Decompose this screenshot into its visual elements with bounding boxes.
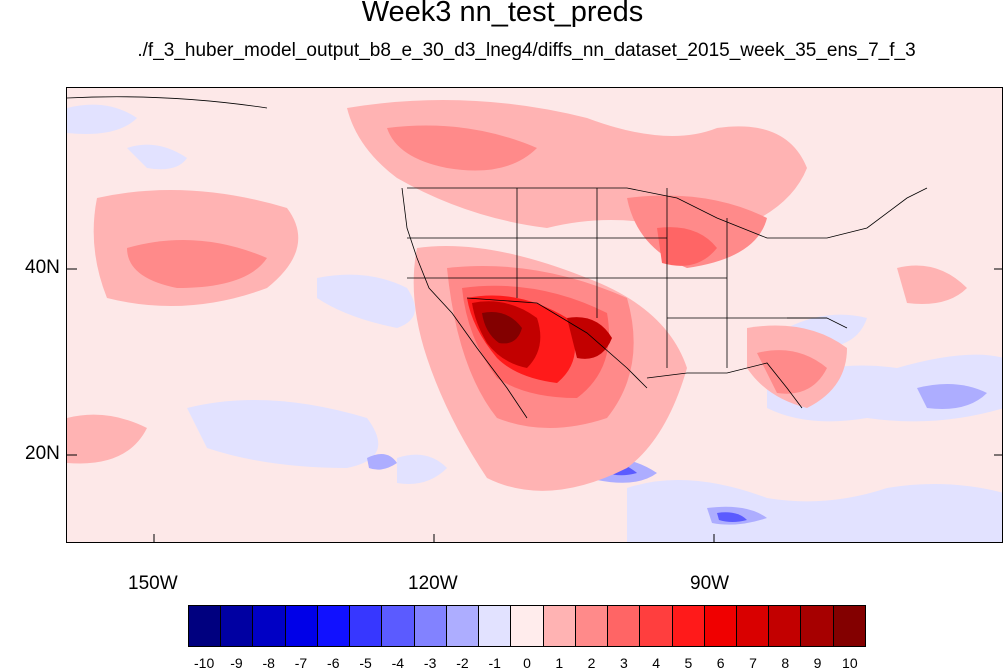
colorbar-swatch [414, 606, 447, 646]
colorbar-swatch [736, 606, 770, 646]
colorbar-swatch [511, 606, 544, 646]
colorbar-swatch [285, 606, 318, 646]
colorbar-tick-label: 9 [813, 655, 822, 671]
colorbar-swatch [479, 606, 512, 646]
colorbar-tick-label: 2 [587, 655, 596, 671]
lon-label-90w: 90W [690, 573, 730, 594]
lon-label-150w: 150W [128, 573, 178, 594]
colorbar-tick-label: -4 [391, 655, 405, 671]
colorbar-tick-label: 3 [619, 655, 628, 671]
colorbar-tick-label: -8 [262, 655, 275, 671]
colorbar-swatch [801, 606, 834, 646]
anomaly-field [67, 88, 1002, 542]
colorbar-tick-label: 4 [652, 655, 661, 671]
colorbar-swatch [672, 606, 705, 646]
colorbar-tick-label: 0 [523, 655, 531, 671]
colorbar-swatch [833, 606, 865, 646]
colorbar-tick-label: -10 [194, 655, 215, 671]
colorbar [188, 605, 866, 647]
colorbar-tick-label: 8 [781, 655, 790, 671]
lat-label-40n: 40N [25, 257, 60, 278]
colorbar-tick-label: 1 [555, 655, 564, 671]
colorbar-swatch [608, 606, 641, 646]
colorbar-tick-label: 7 [749, 655, 757, 671]
colorbar-tick-label: -2 [456, 655, 469, 671]
colorbar-tick-label: 10 [842, 655, 858, 671]
lat-label-20n: 20N [25, 443, 60, 464]
colorbar-tick-label: 5 [684, 655, 693, 671]
lon-label-120w: 120W [408, 573, 458, 594]
map-subtitle: ./f_3_huber_model_output_b8_e_30_d3_lneg… [137, 40, 916, 61]
colorbar-tick-label: -9 [230, 655, 243, 671]
colorbar-tick-label: -3 [423, 655, 437, 671]
colorbar-swatch [253, 606, 286, 646]
colorbar-tick-label: -5 [359, 655, 372, 671]
colorbar-swatch [189, 606, 222, 646]
colorbar-swatch [543, 606, 576, 646]
map-title: Week3 nn_test_preds [361, 0, 644, 28]
colorbar-swatch [640, 606, 673, 646]
colorbar-swatch [317, 606, 351, 646]
map-panel [66, 87, 1003, 543]
colorbar-swatch [221, 606, 254, 646]
colorbar-tick-label: -6 [327, 655, 340, 671]
colorbar-tick-label: 6 [716, 655, 725, 671]
colorbar-tick-label: -7 [294, 655, 308, 671]
colorbar-swatch [382, 606, 415, 646]
colorbar-swatch [769, 606, 802, 646]
colorbar-swatch [350, 606, 383, 646]
colorbar-swatch [704, 606, 737, 646]
colorbar-swatch [575, 606, 609, 646]
colorbar-swatch [446, 606, 480, 646]
colorbar-tick-label: -1 [488, 655, 501, 671]
